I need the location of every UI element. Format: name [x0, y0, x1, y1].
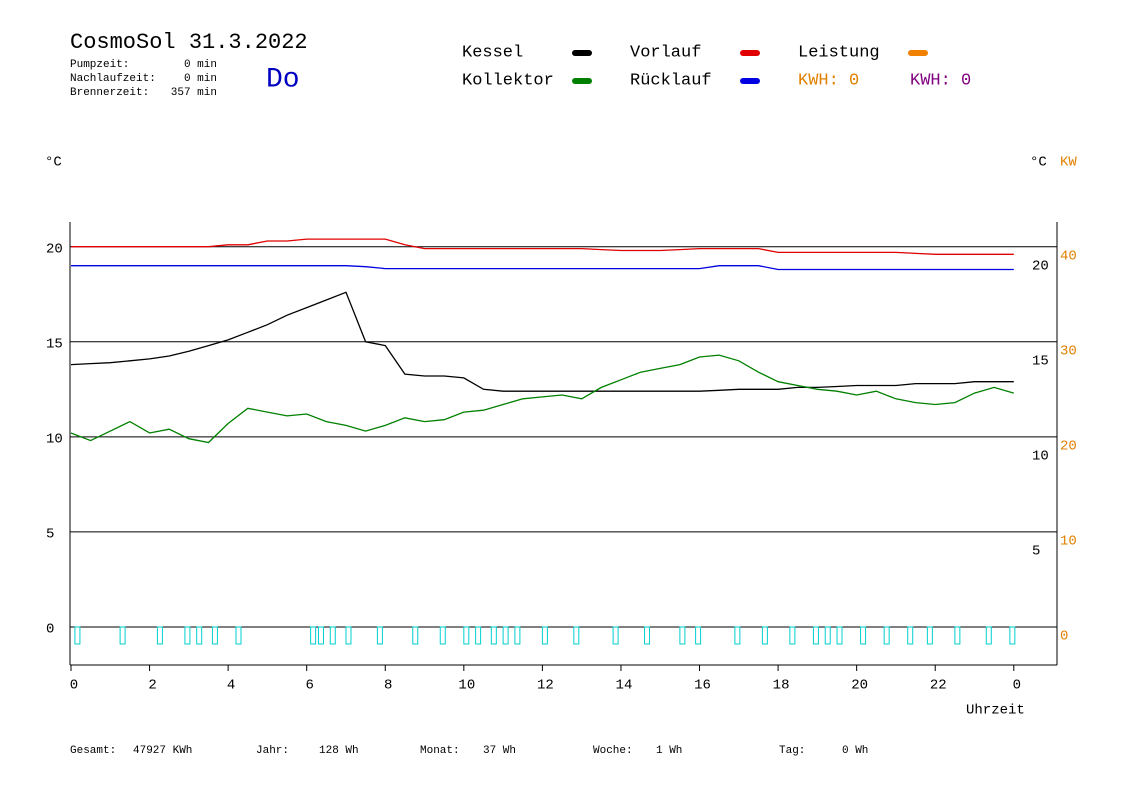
- x-tick-label: 0: [70, 678, 78, 694]
- pump-pulse: [502, 626, 509, 645]
- y2-tick-label: 40: [1060, 248, 1077, 264]
- x-tick-label: 8: [384, 678, 392, 694]
- pump-pulse: [463, 626, 470, 645]
- pump-pulse: [926, 626, 933, 645]
- y-right-tick-label: 15: [1032, 353, 1049, 369]
- y2-axis-label-c: °C: [1030, 155, 1047, 171]
- kwh-label: KWH: 0: [798, 71, 859, 90]
- pump-pulse: [184, 626, 191, 645]
- y-tick-label: 15: [46, 336, 63, 352]
- series-line: [71, 238, 1014, 255]
- x-tick-label: 0: [1013, 678, 1021, 694]
- pump-pulse: [985, 626, 992, 645]
- legend-label: Kessel: [462, 43, 523, 62]
- info-value: 357 min: [171, 87, 217, 99]
- pump-pulse: [836, 626, 843, 645]
- series-line: [70, 354, 1014, 444]
- pump-pulse: [329, 626, 336, 645]
- pump-pulse: [695, 626, 702, 645]
- pump-pulse: [883, 626, 890, 645]
- x-tick-label: 12: [537, 678, 554, 694]
- pump-pulse: [412, 626, 419, 645]
- info-value: 0 min: [184, 73, 217, 85]
- x-tick-label: 16: [694, 678, 711, 694]
- pump-pulse: [119, 626, 126, 645]
- pump-pulse: [734, 626, 741, 645]
- info-label: Pumpzeit:: [70, 59, 129, 71]
- series-line: [70, 291, 1014, 392]
- pump-pulse: [376, 626, 383, 645]
- footer-value: 37 Wh: [483, 745, 516, 757]
- weekday: Do: [266, 64, 300, 95]
- y-tick-label: 10: [46, 432, 63, 448]
- footer-value: 0 Wh: [842, 745, 868, 757]
- info-label: Brennerzeit:: [70, 87, 149, 99]
- y-axis-label: °C: [45, 155, 62, 171]
- pump-pulse: [310, 626, 317, 645]
- footer-label: Gesamt:: [70, 745, 116, 757]
- x-tick-label: 2: [148, 678, 156, 694]
- x-tick-label: 18: [773, 678, 790, 694]
- pump-pulse: [907, 626, 914, 645]
- y2-tick-label: 30: [1060, 343, 1077, 359]
- pump-pulse: [211, 626, 218, 645]
- footer-label: Woche:: [593, 745, 633, 757]
- pump-pulse: [196, 626, 203, 645]
- pump-pulse: [612, 626, 619, 645]
- footer-label: Tag:: [779, 745, 805, 757]
- legend-label: Kollektor: [462, 71, 554, 90]
- y-tick-label: 0: [46, 622, 54, 638]
- pump-pulse: [235, 626, 242, 645]
- pump-pulse: [573, 626, 580, 645]
- y-right-tick-label: 5: [1032, 544, 1040, 560]
- kwh-label: KWH: 0: [910, 71, 971, 90]
- pump-pulse: [954, 626, 961, 645]
- series-line: [71, 265, 1014, 271]
- footer-value: 128 Wh: [319, 745, 359, 757]
- pump-pulse: [74, 626, 81, 645]
- footer-label: Jahr:: [256, 745, 289, 757]
- pump-pulse: [345, 626, 352, 645]
- pump-pulse: [812, 626, 819, 645]
- pump-pulse: [761, 626, 768, 645]
- chart-title: CosmoSol 31.3.2022: [70, 30, 308, 55]
- y-tick-label: 20: [46, 241, 63, 257]
- x-tick-label: 4: [227, 678, 235, 694]
- y-tick-label: 5: [46, 527, 54, 543]
- legend-label: Rücklauf: [630, 71, 712, 90]
- info-label: Nachlaufzeit:: [70, 73, 156, 85]
- footer-label: Monat:: [420, 745, 460, 757]
- pump-pulse: [514, 626, 521, 645]
- footer-value: 47927 KWh: [133, 745, 192, 757]
- pump-pulse: [679, 626, 686, 645]
- y-right-tick-label: 10: [1032, 449, 1049, 465]
- y2-tick-label: 0: [1060, 629, 1068, 645]
- pump-pulse: [860, 626, 867, 645]
- y2-tick-label: 10: [1060, 534, 1077, 550]
- pump-pulse: [789, 626, 796, 645]
- pump-pulse: [475, 626, 482, 645]
- x-tick-label: 14: [616, 678, 633, 694]
- x-tick-label: 20: [851, 678, 868, 694]
- footer-value: 1 Wh: [656, 745, 682, 757]
- y2-axis-label: KW: [1060, 155, 1077, 171]
- pump-pulse: [824, 626, 831, 645]
- pump-pulse: [439, 626, 446, 645]
- x-tick-label: 22: [930, 678, 947, 694]
- y2-tick-label: 20: [1060, 439, 1077, 455]
- pump-pulse: [1009, 626, 1016, 645]
- legend-label: Vorlauf: [630, 43, 701, 62]
- x-tick-label: 10: [458, 678, 475, 694]
- pump-pulse: [156, 626, 163, 645]
- pump-pulse: [490, 626, 497, 645]
- pump-pulse: [644, 626, 651, 645]
- pump-pulse: [541, 626, 548, 645]
- legend-label: Leistung: [798, 43, 880, 62]
- y-right-tick-label: 20: [1032, 258, 1049, 274]
- x-tick-label: 6: [305, 678, 313, 694]
- pump-pulse: [317, 626, 324, 645]
- info-value: 0 min: [184, 59, 217, 71]
- x-axis-label: Uhrzeit: [966, 703, 1025, 719]
